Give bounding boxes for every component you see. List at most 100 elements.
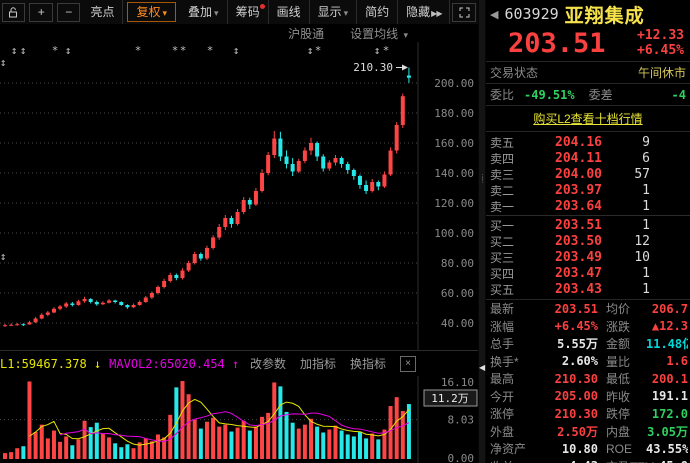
chevron-down-icon: ▾ xyxy=(343,8,349,18)
zoom-out-button[interactable]: − xyxy=(56,2,81,22)
weicha-value: -4 xyxy=(671,87,686,102)
highlight-button[interactable]: 亮点 xyxy=(82,0,124,24)
ask-row-5[interactable]: 卖一 203.64 1 xyxy=(486,198,690,214)
event-marker-icon: ↕ xyxy=(11,44,18,57)
stat-label: 最高 xyxy=(490,372,515,387)
ask-levels: 卖五 204.16 9 卖四 204.11 6 卖三 204.00 57 卖二 203.97 1 卖一 2… xyxy=(486,134,690,214)
event-marker-icon: * xyxy=(315,44,322,57)
chips-button[interactable]: 筹码 xyxy=(228,0,269,24)
stat-label: 总手 xyxy=(490,337,515,352)
order-book: 卖五 204.16 9 卖四 204.11 6 卖三 204.00 57 卖二 203.97 1 卖一 2… xyxy=(486,132,690,299)
stat-label: 涨停 xyxy=(490,407,515,422)
level-qty: 1 xyxy=(642,281,650,297)
stat-row-9: 净资产 10.80 ROE 43.55% xyxy=(486,440,690,458)
stat-label: 跌停 xyxy=(606,407,631,422)
level-price: 203.97 xyxy=(555,182,602,198)
simple-mode-button[interactable]: 简约 xyxy=(357,0,399,24)
stock-code: 603929 xyxy=(504,5,559,23)
level-label: 卖一 xyxy=(490,199,515,214)
ask-row-4[interactable]: 卖二 203.97 1 xyxy=(486,182,690,198)
stat-row-6: 今开 205.00 昨收 191.1 xyxy=(486,388,690,406)
stat-value: ▲12.3 xyxy=(651,319,688,334)
panel-splitter[interactable]: ⋮⋮ ⋮⋮ ◀ xyxy=(478,0,492,463)
event-marker-icon: ↕ xyxy=(65,44,72,57)
price-axis-label: 140.00 xyxy=(434,167,474,180)
stat-value: 191.1 xyxy=(651,389,688,404)
fullscreen-icon xyxy=(459,7,470,17)
level-qty: 1 xyxy=(642,265,650,281)
candles-group xyxy=(3,67,411,327)
stat-label: ROE xyxy=(606,441,633,456)
event-marker-icon: ↕ xyxy=(307,44,314,57)
chart-subbar: 沪股通 设置均线 ▾ xyxy=(0,24,412,42)
back-arrow-icon[interactable]: ◀ xyxy=(490,8,499,21)
l2-promo-row: 购买L2查看十档行情 xyxy=(486,105,690,132)
stat-row-7: 涨停 210.30 跌停 172.0 xyxy=(486,405,690,423)
change-params-button[interactable]: 改参数 xyxy=(249,357,286,371)
bid-row-5[interactable]: 买五 203.43 1 xyxy=(486,281,690,297)
stat-label: 金额 xyxy=(606,337,631,352)
volume-axis-label: 16.10 xyxy=(441,376,474,389)
ask-row-1[interactable]: 卖五 204.16 9 xyxy=(486,134,690,150)
book-divider xyxy=(486,215,690,216)
collapse-panel-icon[interactable]: ◀ xyxy=(479,363,486,372)
price-axis-label: 160.00 xyxy=(434,137,474,150)
bid-row-4[interactable]: 买四 203.47 1 xyxy=(486,265,690,281)
stat-value: 172.0 xyxy=(651,406,688,421)
arrow-right-icon xyxy=(402,64,408,71)
chart-toolbar: + − 亮点 复权 ▾ 叠加 ▾ 筹码 画线 显示 ▾ 简约 隐藏▶▶ xyxy=(0,0,478,25)
stat-value: 210.30 xyxy=(554,371,598,386)
quote-panel: ◀ 603929 亚翔集成 203.51 +12.33 +6.45% 交易状态 … xyxy=(486,0,690,463)
current-volume-label: 11.2万 xyxy=(431,392,469,405)
stat-label: 最新 xyxy=(490,302,515,317)
close-indicator-button[interactable]: × xyxy=(400,355,416,372)
volume-chart[interactable]: 16.10 8.03 0.00 11.2万 xyxy=(0,376,478,463)
level-price: 203.47 xyxy=(555,265,602,281)
stat-row-10: 收益4.43 市盈TTM45.8 xyxy=(486,458,690,463)
bid-row-2[interactable]: 买二 203.50 12 xyxy=(486,233,690,249)
level-price: 204.00 xyxy=(555,166,602,182)
last-price: 203.51 xyxy=(508,27,606,59)
level-price: 204.11 xyxy=(555,150,602,166)
event-marker-icon: ↕ xyxy=(233,44,240,57)
event-marker-icon: * xyxy=(135,44,142,57)
ask-row-2[interactable]: 卖四 204.11 6 xyxy=(486,150,690,166)
fullscreen-button[interactable] xyxy=(452,2,476,22)
level-label: 买一 xyxy=(490,218,515,233)
volume-axis-label: 8.03 xyxy=(448,414,475,427)
switch-indicator-button[interactable]: 换指标 xyxy=(349,357,386,371)
stat-value: 45.8 xyxy=(646,459,688,463)
bid-row-1[interactable]: 买一 203.51 1 xyxy=(486,217,690,233)
chips-label: 筹码 xyxy=(235,5,260,19)
lock-button[interactable] xyxy=(2,2,26,22)
candlestick-chart[interactable]: 200.00 180.00 160.00 140.00 120.00 100.00 80.0… xyxy=(0,42,478,350)
ask-row-3[interactable]: 卖三 204.00 57 xyxy=(486,166,690,182)
hide-button[interactable]: 隐藏▶▶ xyxy=(398,0,451,24)
stat-label: 净资产 xyxy=(490,442,527,457)
zoom-in-button[interactable]: + xyxy=(29,2,53,22)
stat-label: 内盘 xyxy=(606,424,631,439)
draw-line-button[interactable]: 画线 xyxy=(269,0,310,24)
weibi-value: -49.51% xyxy=(524,87,575,102)
current-volume-tag xyxy=(423,389,478,407)
level-qty: 10 xyxy=(634,249,650,265)
buy-l2-link[interactable]: 购买L2查看十档行情 xyxy=(533,112,643,126)
level-label: 卖五 xyxy=(490,135,515,150)
mavol1-value: L1:59467.378 ↓ xyxy=(0,356,102,371)
chevron-down-icon: ▾ xyxy=(162,8,168,18)
stat-row-8: 外盘 2.50万 内盘 3.05万 xyxy=(486,423,690,441)
price-axis-label: 120.00 xyxy=(434,197,474,210)
volume-axis-label: 0.00 xyxy=(448,452,475,463)
bid-row-3[interactable]: 买三 203.49 10 xyxy=(486,249,690,265)
overlay-button[interactable]: 叠加 ▾ xyxy=(180,0,228,24)
ma-settings-button[interactable]: 设置均线 ▾ xyxy=(350,26,408,41)
chevron-down-icon: ▾ xyxy=(214,8,219,18)
display-button[interactable]: 显示 ▾ xyxy=(310,0,358,24)
level-label: 卖三 xyxy=(490,167,515,182)
hgt-connect-label[interactable]: 沪股通 xyxy=(288,26,325,41)
stat-value: 4.43 xyxy=(538,459,598,463)
stat-value: 206.7 xyxy=(651,301,688,316)
add-indicator-button[interactable]: 加指标 xyxy=(299,357,336,371)
stat-value: 11.48亿 xyxy=(646,337,688,352)
adjust-price-button[interactable]: 复权 ▾ xyxy=(127,2,177,22)
